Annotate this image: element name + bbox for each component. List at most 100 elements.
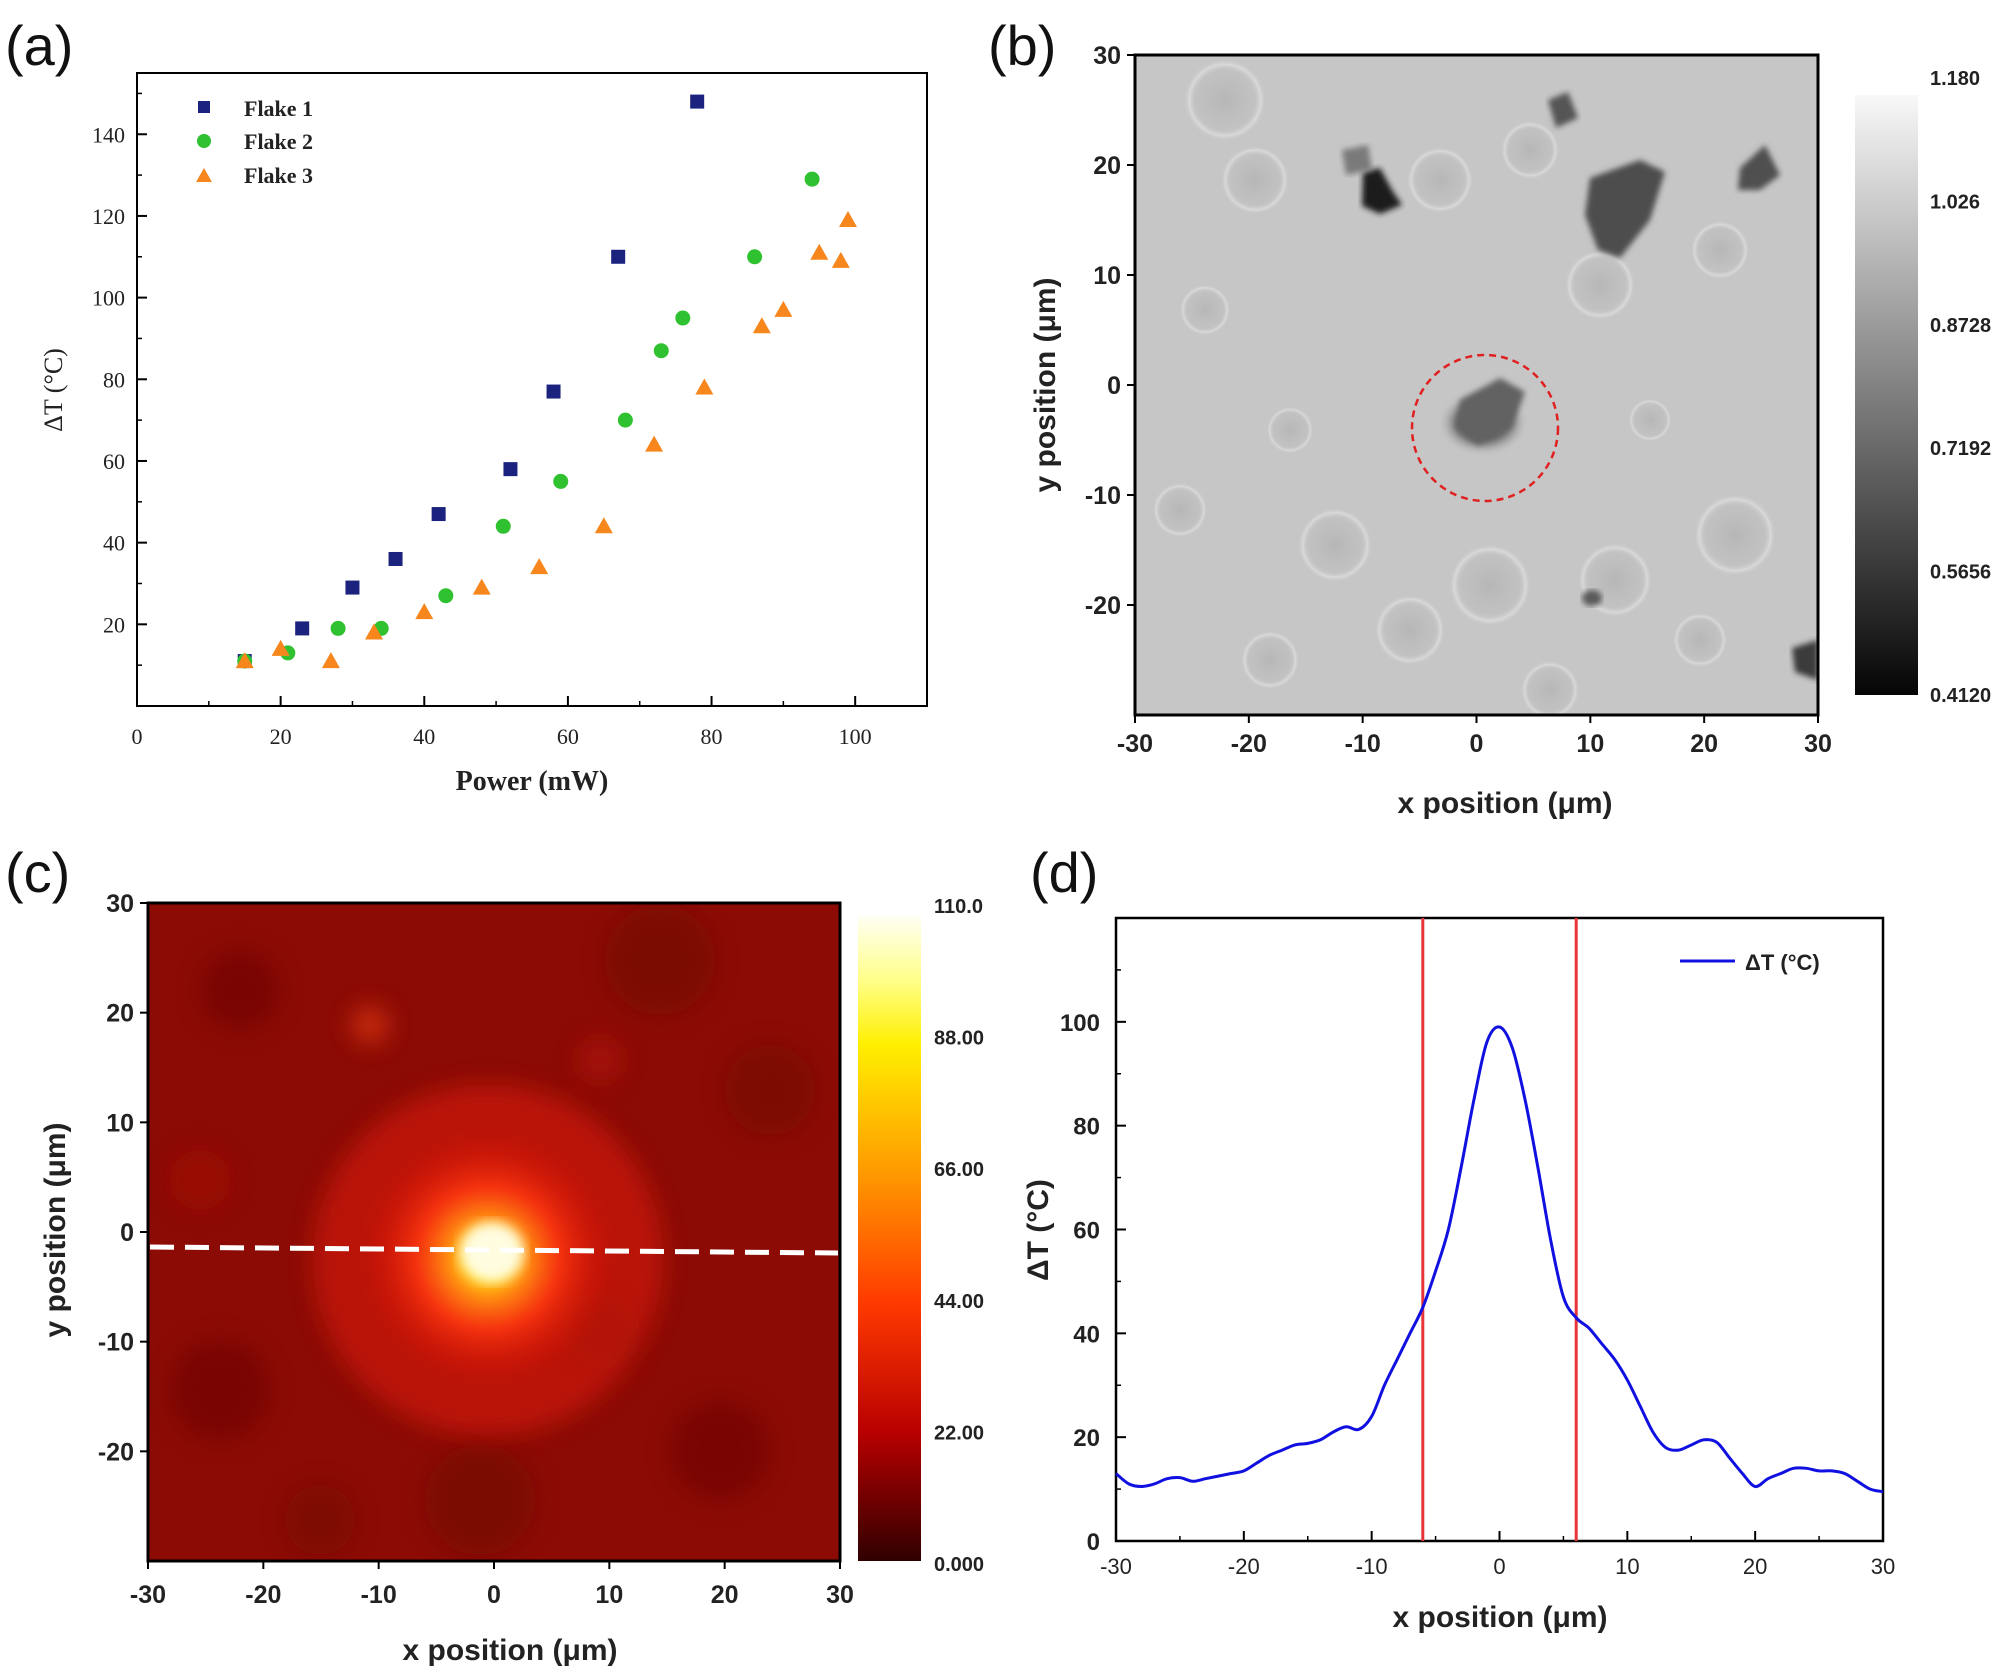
bColorbarTicks-label-1: 1.026	[1930, 191, 1980, 213]
panel-d-line-chart: -30 -20 -10 0 10 20 30 0 20 40 60 80 100 ΔT (°C) x p…	[1022, 916, 1895, 1634]
a-ytick-label-0: 20	[103, 612, 125, 637]
panel-a-ylabel: ΔT (°C)	[39, 348, 68, 432]
a-point-flake-1-3	[388, 551, 403, 566]
a-point-flake-3-7	[594, 517, 613, 534]
a-point-flake-1-2	[345, 580, 360, 595]
a-point-flake-3-4	[415, 603, 434, 620]
a-point-flake-2-11	[804, 171, 820, 187]
panel-a-legend: Flake 1 Flake 2 Flake 3	[196, 96, 313, 188]
bTicks-xtick-label-5: 20	[1690, 730, 1718, 758]
cTicks-ytick-label-3: 0	[120, 1219, 134, 1247]
panel-b-colorbar-ticks: 1.180 1.026 0.8728 0.7192 0.5656 0.4120	[1930, 68, 1991, 707]
panel-a-xlabel: Power (mW)	[456, 766, 609, 797]
a-point-flake-1-1	[295, 621, 310, 636]
a-point-flake-3-9	[695, 378, 714, 395]
panel-label-b: (b)	[988, 14, 1056, 77]
cTicks-xtick-label-2: -10	[361, 1581, 397, 1609]
cTicks-xtick-label-3: 0	[487, 1581, 501, 1609]
flake-highlight-circle	[1410, 353, 1560, 503]
cTicks-ytick-label-0: 30	[106, 890, 134, 918]
d-ytick-label-2: 40	[1073, 1321, 1100, 1348]
legend-marker-flake-2	[197, 134, 211, 148]
cTicks-xtick-label-5: 20	[711, 1581, 739, 1609]
legend-label-delta-t: ΔT (°C)	[1745, 950, 1820, 975]
a-point-flake-3-1	[271, 639, 290, 656]
a-point-flake-1-5	[503, 462, 518, 477]
hot-colorbar	[858, 916, 921, 1561]
a-ytick-label-1: 40	[103, 531, 125, 556]
a-point-flake-3-13	[831, 251, 850, 268]
d-xtick-label-4: 10	[1615, 1554, 1639, 1579]
cColorbarTicks-label-5: 0.000	[934, 1554, 984, 1576]
d-xtick-label-0: -30	[1100, 1554, 1132, 1579]
cColorbarTicks-label-2: 66.00	[934, 1159, 984, 1181]
cTicks-xtick-label-6: 30	[826, 1581, 854, 1609]
bTicks-ytick-label-4: -10	[1085, 482, 1121, 510]
a-point-flake-3-2	[321, 652, 340, 669]
panel-d-xlabel: x position (μm)	[1392, 1601, 1607, 1634]
legend-marker-flake-3	[196, 168, 212, 182]
bColorbarTicks-label-3: 0.7192	[1930, 438, 1991, 460]
bColorbarTicks-label-2: 0.8728	[1930, 315, 1991, 337]
a-point-flake-1-7	[611, 249, 626, 264]
a-xtick-label-1: 20	[270, 724, 292, 749]
bTicks-ytick-label-0: 30	[1093, 42, 1121, 70]
cColorbarTicks-label-3: 44.00	[934, 1291, 984, 1313]
legend-marker-flake-1	[198, 101, 210, 113]
a-point-flake-3-11	[774, 300, 793, 317]
cTicks-xtick-label-0: -30	[130, 1581, 166, 1609]
plot-d-frame	[1114, 916, 1885, 1543]
a-point-flake-3-8	[645, 435, 664, 452]
d-ytick-label-5: 100	[1060, 1010, 1100, 1037]
cTicks-xtick-label-1: -20	[245, 1581, 281, 1609]
cTicks-ytick-label-2: 10	[106, 1109, 134, 1137]
d-ytick-label-0: 0	[1087, 1529, 1100, 1556]
a-point-flake-2-10	[747, 249, 763, 265]
d-ytick-label-4: 80	[1073, 1114, 1100, 1141]
legend-label-flake-3: Flake 3	[244, 163, 313, 188]
panel-c-temperature-map: -30 -20 -10 0 10 20 30 30 20 10 0 -10 -20 110.0 88.00…	[39, 890, 984, 1667]
a-point-flake-3-5	[472, 578, 491, 595]
panel-c-colorbar-ticks: 110.0 88.00 66.00 44.00 22.00 0.000	[934, 896, 984, 1576]
d-xtick-label-1: -20	[1228, 1554, 1260, 1579]
bTicks-xtick-label-0: -30	[1117, 730, 1153, 758]
panel-c-axis-ticks: -30 -20 -10 0 10 20 30 30 20 10 0 -10 -20	[98, 890, 854, 1609]
series-line-delta-t	[1115, 1025, 1884, 1494]
a-point-flake-1-8	[690, 94, 705, 109]
panel-a-scatter-chart: 0 20 40 60 80 100 20 40 60 80 100 120 140 Flake 1 Fl…	[39, 72, 928, 797]
cColorbarTicks-label-1: 88.00	[934, 1028, 984, 1050]
d-xtick-label-6: 30	[1871, 1554, 1895, 1579]
d-xtick-label-5: 20	[1743, 1554, 1767, 1579]
d-ytick-label-1: 20	[1073, 1425, 1100, 1452]
d-ytick-label-3: 60	[1073, 1218, 1100, 1245]
panel-b-ylabel: y position (μm)	[1029, 277, 1062, 492]
a-point-flake-2-8	[653, 343, 669, 359]
legend-label-flake-1: Flake 1	[244, 96, 313, 121]
a-point-flake-3-6	[530, 558, 549, 575]
bTicks-ytick-label-5: -20	[1085, 592, 1121, 620]
d-xtick-label-2: -10	[1356, 1554, 1388, 1579]
a-ytick-label-5: 120	[92, 204, 125, 229]
panel-d-vertical-lines	[1421, 918, 1578, 1541]
panel-b-xlabel: x position (μm)	[1397, 787, 1612, 820]
legend-label-flake-2: Flake 2	[244, 129, 313, 154]
a-point-flake-3-0	[235, 652, 254, 669]
a-point-flake-2-9	[675, 310, 691, 326]
a-point-flake-2-2	[330, 620, 346, 636]
a-point-flake-3-12	[810, 243, 829, 260]
bTicks-ytick-label-1: 20	[1093, 152, 1121, 180]
a-point-flake-2-4	[438, 588, 454, 604]
bTicks-xtick-label-4: 10	[1576, 730, 1604, 758]
bTicks-xtick-label-1: -20	[1231, 730, 1267, 758]
bTicks-xtick-label-2: -10	[1345, 730, 1381, 758]
a-xtick-label-5: 100	[839, 724, 872, 749]
a-xtick-label-2: 40	[413, 724, 435, 749]
panel-label-d: (d)	[1030, 841, 1098, 904]
grayscale-colorbar	[1855, 95, 1918, 695]
panel-c-ylabel: y position (μm)	[39, 1122, 72, 1337]
a-point-flake-3-10	[752, 317, 771, 334]
a-point-flake-2-7	[617, 412, 633, 428]
temperature-image	[148, 903, 840, 1561]
d-xtick-label-3: 0	[1493, 1554, 1505, 1579]
